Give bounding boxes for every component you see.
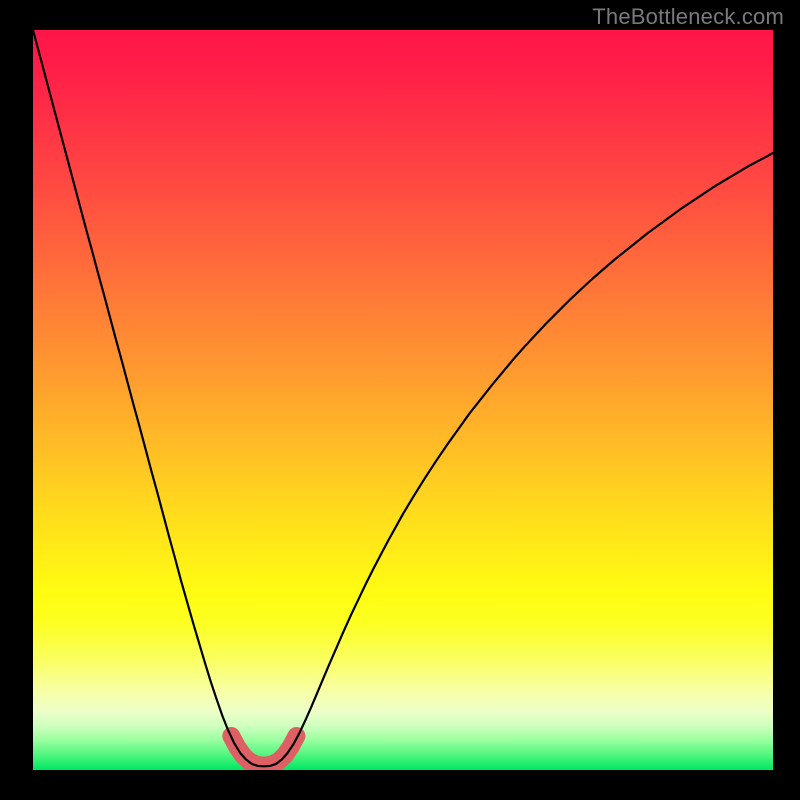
watermark-text: TheBottleneck.com xyxy=(592,4,784,30)
chart-frame: TheBottleneck.com xyxy=(0,0,800,800)
plot-svg xyxy=(33,30,773,770)
gradient-background xyxy=(33,30,773,770)
plot-area xyxy=(33,30,773,770)
